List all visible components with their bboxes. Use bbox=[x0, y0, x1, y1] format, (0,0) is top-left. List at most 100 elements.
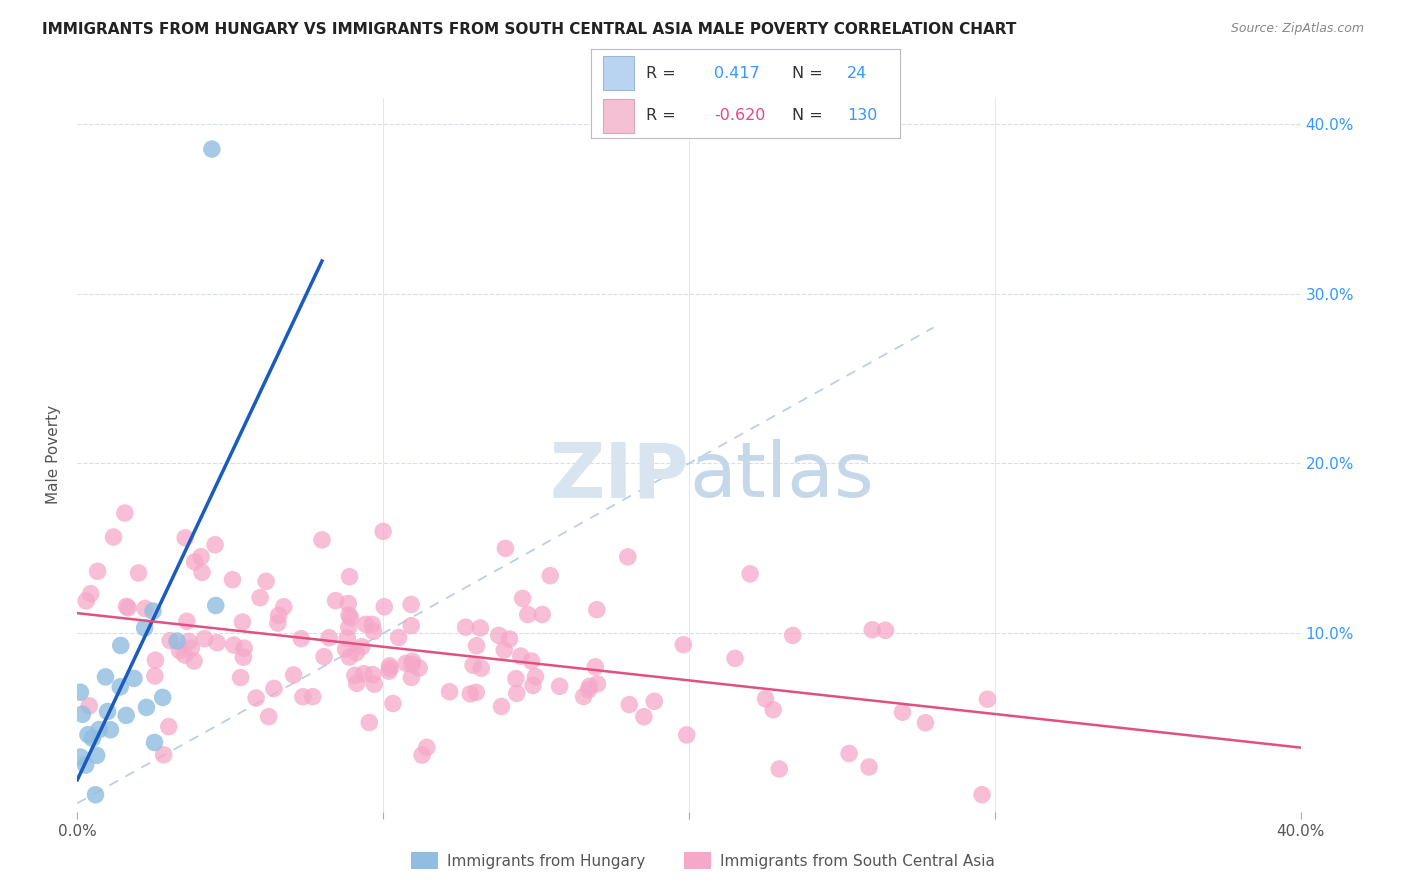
Point bbox=[229, 671, 252, 685]
Point bbox=[572, 690, 595, 704]
Point bbox=[378, 661, 401, 675]
Point bbox=[233, 641, 256, 656]
Point bbox=[87, 723, 110, 737]
Point bbox=[69, 750, 91, 764]
Point bbox=[84, 788, 107, 802]
Point bbox=[231, 615, 253, 629]
Point bbox=[108, 680, 131, 694]
Point bbox=[354, 617, 377, 632]
Point bbox=[183, 555, 205, 569]
Point bbox=[643, 694, 665, 708]
Text: ZIP: ZIP bbox=[550, 440, 689, 513]
Point bbox=[335, 642, 357, 657]
Point bbox=[110, 639, 132, 653]
Point bbox=[301, 690, 323, 704]
Point bbox=[401, 670, 423, 684]
Point bbox=[458, 687, 481, 701]
Point bbox=[371, 524, 394, 539]
Text: R =: R = bbox=[647, 66, 676, 80]
Point bbox=[222, 638, 245, 652]
Point bbox=[75, 594, 97, 608]
Point bbox=[339, 570, 361, 584]
Text: N =: N = bbox=[792, 109, 823, 123]
Point bbox=[512, 591, 534, 606]
Point bbox=[399, 598, 422, 612]
Point bbox=[142, 604, 165, 618]
Point bbox=[267, 608, 290, 623]
Point bbox=[875, 624, 897, 638]
Point bbox=[401, 657, 423, 672]
Point bbox=[491, 699, 513, 714]
Point bbox=[891, 705, 914, 719]
Point bbox=[583, 660, 606, 674]
Point bbox=[267, 615, 290, 630]
Text: 0.417: 0.417 bbox=[714, 66, 761, 80]
Point bbox=[191, 566, 214, 580]
Point bbox=[245, 691, 267, 706]
Point bbox=[169, 643, 191, 657]
Point bbox=[97, 705, 120, 719]
Text: 24: 24 bbox=[848, 66, 868, 80]
Point bbox=[257, 709, 280, 723]
Point bbox=[143, 669, 166, 683]
Point bbox=[495, 541, 517, 556]
Point bbox=[506, 686, 529, 700]
Text: -0.620: -0.620 bbox=[714, 109, 766, 123]
Legend: Immigrants from Hungary, Immigrants from South Central Asia: Immigrants from Hungary, Immigrants from… bbox=[405, 846, 1001, 875]
Point bbox=[381, 697, 404, 711]
Point bbox=[94, 670, 117, 684]
Point bbox=[339, 650, 361, 665]
Point bbox=[494, 643, 516, 657]
Point bbox=[454, 620, 477, 634]
Point bbox=[675, 728, 697, 742]
Point bbox=[378, 664, 401, 678]
Point bbox=[470, 621, 492, 635]
Point bbox=[578, 679, 600, 693]
Point bbox=[361, 617, 384, 632]
Point bbox=[314, 649, 336, 664]
Point bbox=[858, 760, 880, 774]
Point bbox=[970, 788, 993, 802]
Point bbox=[325, 593, 347, 607]
Point bbox=[350, 640, 373, 654]
Point bbox=[176, 615, 198, 629]
Text: Source: ZipAtlas.com: Source: ZipAtlas.com bbox=[1230, 22, 1364, 36]
Point bbox=[411, 748, 433, 763]
Point bbox=[254, 574, 277, 589]
Point bbox=[337, 607, 360, 622]
Point bbox=[399, 618, 422, 632]
Point bbox=[395, 657, 418, 671]
Point bbox=[548, 679, 571, 693]
Point bbox=[291, 690, 314, 704]
Point bbox=[408, 661, 430, 675]
Point bbox=[283, 668, 305, 682]
Point bbox=[353, 666, 375, 681]
Point bbox=[114, 506, 136, 520]
Point bbox=[346, 676, 368, 690]
Point bbox=[157, 720, 180, 734]
Point bbox=[204, 538, 226, 552]
Point bbox=[724, 651, 747, 665]
Point bbox=[100, 723, 122, 737]
Point bbox=[361, 667, 384, 681]
Point bbox=[232, 650, 254, 665]
Point bbox=[337, 597, 360, 611]
Point bbox=[619, 698, 641, 712]
Point bbox=[134, 621, 156, 635]
Point bbox=[143, 735, 166, 749]
Point bbox=[470, 661, 492, 675]
Point bbox=[180, 641, 202, 656]
Point bbox=[115, 708, 138, 723]
Point bbox=[860, 623, 883, 637]
Point bbox=[416, 740, 439, 755]
Point bbox=[531, 607, 554, 622]
Point bbox=[193, 632, 215, 646]
Point bbox=[465, 639, 488, 653]
Point bbox=[183, 654, 205, 668]
Point bbox=[311, 533, 333, 547]
Point bbox=[115, 599, 138, 614]
Point bbox=[461, 658, 484, 673]
Point bbox=[498, 632, 520, 646]
Point bbox=[522, 678, 544, 692]
Point bbox=[318, 631, 340, 645]
